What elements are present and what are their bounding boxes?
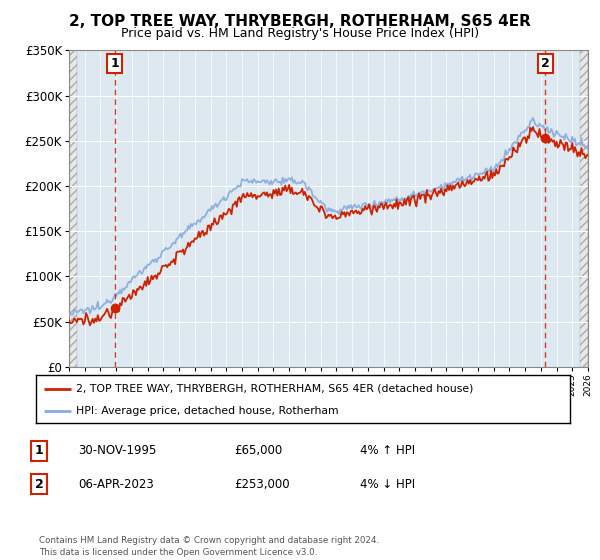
Text: HPI: Average price, detached house, Rotherham: HPI: Average price, detached house, Roth… [76,406,338,416]
Text: 2, TOP TREE WAY, THRYBERGH, ROTHERHAM, S65 4ER (detached house): 2, TOP TREE WAY, THRYBERGH, ROTHERHAM, S… [76,384,473,394]
Text: 1: 1 [110,57,119,70]
Text: 2: 2 [541,57,550,70]
Text: 30-NOV-1995: 30-NOV-1995 [78,444,157,458]
Text: 1: 1 [35,444,43,458]
Text: Price paid vs. HM Land Registry's House Price Index (HPI): Price paid vs. HM Land Registry's House … [121,27,479,40]
Text: 4% ↓ HPI: 4% ↓ HPI [360,478,415,491]
Text: 2, TOP TREE WAY, THRYBERGH, ROTHERHAM, S65 4ER: 2, TOP TREE WAY, THRYBERGH, ROTHERHAM, S… [69,14,531,29]
Text: Contains HM Land Registry data © Crown copyright and database right 2024.
This d: Contains HM Land Registry data © Crown c… [39,536,379,557]
Text: 06-APR-2023: 06-APR-2023 [78,478,154,491]
Text: £253,000: £253,000 [234,478,290,491]
Text: 4% ↑ HPI: 4% ↑ HPI [360,444,415,458]
Text: £65,000: £65,000 [234,444,282,458]
Text: 2: 2 [35,478,43,491]
